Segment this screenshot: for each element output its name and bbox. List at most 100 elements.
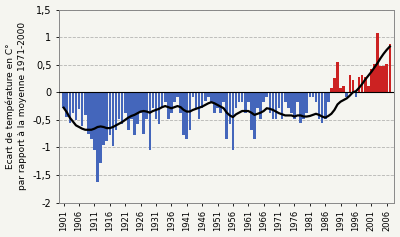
Bar — [72, 92, 74, 113]
Bar — [386, 64, 388, 92]
Bar — [201, 92, 204, 108]
Bar — [342, 86, 345, 92]
Bar — [352, 80, 354, 92]
Bar — [272, 92, 274, 119]
Bar — [155, 92, 157, 119]
Bar — [173, 92, 176, 102]
Bar — [226, 92, 228, 139]
Bar — [152, 92, 154, 108]
Bar — [339, 88, 342, 92]
Bar — [361, 75, 364, 92]
Bar — [327, 92, 330, 102]
Bar — [346, 92, 348, 97]
Bar — [161, 92, 164, 108]
Bar — [266, 92, 268, 97]
Bar — [382, 66, 385, 92]
Bar — [164, 92, 166, 102]
Bar — [78, 92, 80, 109]
Bar — [84, 92, 86, 115]
Bar — [112, 92, 114, 146]
Bar — [133, 92, 136, 135]
Bar — [244, 92, 246, 113]
Bar — [312, 92, 314, 97]
Bar — [250, 92, 253, 130]
Bar — [293, 92, 296, 119]
Bar — [238, 92, 240, 102]
Bar — [232, 92, 234, 150]
Bar — [216, 92, 219, 108]
Bar — [130, 92, 133, 119]
Bar — [124, 92, 126, 113]
Bar — [318, 92, 320, 119]
Bar — [330, 88, 333, 92]
Bar — [207, 92, 210, 97]
Bar — [259, 92, 262, 119]
Bar — [241, 92, 244, 102]
Bar — [222, 92, 225, 102]
Bar — [170, 92, 173, 113]
Bar — [195, 92, 197, 108]
Bar — [278, 92, 280, 108]
Bar — [108, 92, 111, 135]
Bar — [287, 92, 290, 108]
Bar — [62, 92, 65, 108]
Bar — [158, 92, 160, 124]
Bar — [192, 92, 194, 97]
Bar — [247, 92, 250, 102]
Bar — [348, 75, 351, 92]
Bar — [186, 92, 188, 139]
Bar — [219, 92, 222, 113]
Bar — [106, 92, 108, 141]
Bar — [324, 92, 326, 119]
Bar — [364, 77, 366, 92]
Bar — [148, 92, 151, 150]
Bar — [118, 92, 120, 119]
Bar — [281, 92, 284, 119]
Bar — [96, 92, 99, 182]
Bar — [182, 92, 185, 135]
Bar — [336, 62, 339, 92]
Bar — [256, 92, 259, 108]
Bar — [376, 33, 379, 92]
Bar — [308, 92, 311, 97]
Bar — [176, 92, 179, 97]
Bar — [358, 77, 360, 92]
Bar — [102, 92, 105, 145]
Bar — [367, 86, 370, 92]
Y-axis label: Ecart de température en C°
par rapport à la moyenne 1971-2000: Ecart de température en C° par rapport à… — [6, 22, 27, 190]
Bar — [93, 92, 96, 150]
Bar — [75, 92, 77, 120]
Bar — [213, 92, 216, 113]
Bar — [167, 92, 170, 119]
Bar — [81, 92, 84, 127]
Bar — [370, 69, 373, 92]
Bar — [142, 92, 145, 134]
Bar — [90, 92, 93, 139]
Bar — [253, 92, 256, 139]
Bar — [373, 64, 376, 92]
Bar — [321, 92, 324, 123]
Bar — [115, 92, 117, 130]
Bar — [299, 92, 302, 123]
Bar — [121, 92, 124, 124]
Bar — [136, 92, 139, 124]
Bar — [210, 92, 213, 102]
Bar — [68, 92, 71, 123]
Bar — [379, 66, 382, 92]
Bar — [198, 92, 200, 119]
Bar — [235, 92, 237, 108]
Bar — [146, 92, 148, 119]
Bar — [333, 78, 336, 92]
Bar — [315, 92, 317, 102]
Bar — [302, 92, 305, 119]
Bar — [139, 92, 142, 113]
Bar — [268, 92, 271, 113]
Bar — [290, 92, 293, 113]
Bar — [306, 92, 308, 113]
Bar — [87, 92, 90, 134]
Bar — [204, 92, 206, 100]
Bar — [99, 92, 102, 163]
Bar — [355, 92, 357, 97]
Bar — [388, 44, 391, 92]
Bar — [179, 92, 182, 113]
